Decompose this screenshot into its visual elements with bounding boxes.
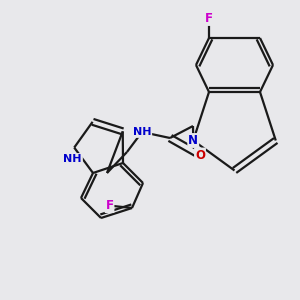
Text: F: F <box>205 12 213 25</box>
Text: O: O <box>195 148 205 161</box>
Text: N: N <box>188 134 198 147</box>
Text: F: F <box>106 199 113 212</box>
Text: NH: NH <box>133 127 151 137</box>
Text: NH: NH <box>64 154 82 164</box>
